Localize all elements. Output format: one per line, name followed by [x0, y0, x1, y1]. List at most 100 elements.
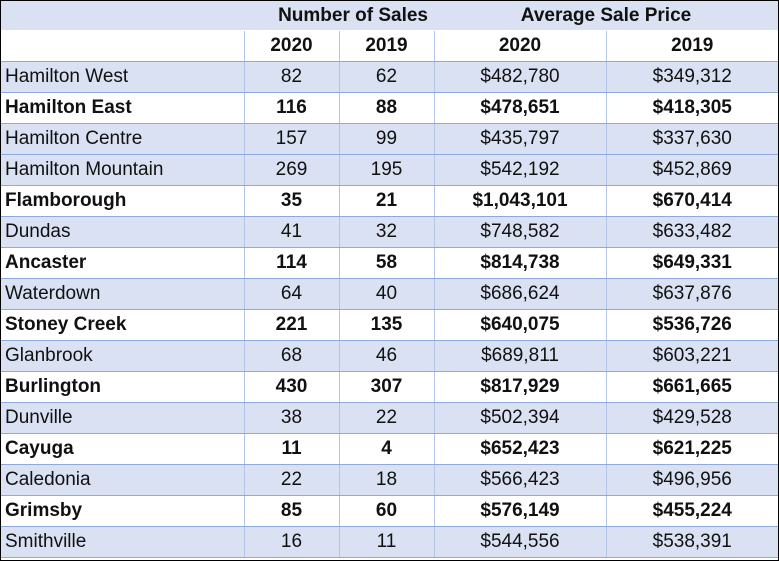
sales-2020-cell: 16 — [244, 526, 340, 558]
number-of-sales-header: Number of Sales — [244, 1, 434, 31]
table-row: Hamilton East 116 88 $478,651 $418,305 — [1, 92, 778, 124]
sales-2019-cell: 88 — [339, 92, 435, 124]
table-row: Ancaster 114 58 $814,738 $649,331 — [1, 247, 778, 279]
area-cell: Dunville — [1, 402, 245, 434]
table-row: Smithville 16 11 $544,556 $538,391 — [1, 526, 778, 558]
area-cell: Caledonia — [1, 464, 245, 496]
sales-2019-cell: 22 — [339, 402, 435, 434]
sales-2019-cell: 99 — [339, 123, 435, 155]
price-2020-cell: $640,075 — [434, 309, 607, 341]
sales-2020-cell: 157 — [244, 123, 340, 155]
area-cell: Glanbrook — [1, 340, 245, 372]
table-row: Dundas 41 32 $748,582 $633,482 — [1, 216, 778, 248]
sales-2019-cell: 4 — [339, 433, 435, 465]
sales-2020-cell: 22 — [244, 464, 340, 496]
price-2020-cell: $576,149 — [434, 495, 607, 527]
sales-2019-cell: 18 — [339, 464, 435, 496]
area-cell: Hamilton West — [1, 61, 245, 93]
price-2020-cell: $1,043,101 — [434, 185, 607, 217]
year-header-row: 2020 2019 2020 2019 — [1, 30, 778, 62]
table-row: Dunville 38 22 $502,394 $429,528 — [1, 402, 778, 434]
sales-2019-cell: 32 — [339, 216, 435, 248]
sales-2019-cell: 307 — [339, 371, 435, 403]
table-row: Flamborough 35 21 $1,043,101 $670,414 — [1, 185, 778, 217]
group-header-row: Number of Sales Average Sale Price — [1, 1, 778, 31]
area-cell: Smithville — [1, 526, 245, 558]
price-2020-cell: $814,738 — [434, 247, 607, 279]
table-row: Hamilton West 82 62 $482,780 $349,312 — [1, 61, 778, 93]
table-row: Glanbrook 68 46 $689,811 $603,221 — [1, 340, 778, 372]
table-row: Grimsby 85 60 $576,149 $455,224 — [1, 495, 778, 527]
table-row: Caledonia 22 18 $566,423 $496,956 — [1, 464, 778, 496]
price-2020-header: 2020 — [434, 30, 607, 62]
sales-2020-cell: 35 — [244, 185, 340, 217]
sales-2020-cell: 269 — [244, 154, 340, 186]
sales-2020-cell: 221 — [244, 309, 340, 341]
price-2020-cell: $478,651 — [434, 92, 607, 124]
sales-2019-cell: 62 — [339, 61, 435, 93]
sales-2019-cell: 11 — [339, 526, 435, 558]
sales-2020-cell: 85 — [244, 495, 340, 527]
price-2019-cell: $649,331 — [606, 247, 778, 279]
price-2019-cell: $455,224 — [606, 495, 778, 527]
area-cell: Dundas — [1, 216, 245, 248]
table-row: Stoney Creek 221 135 $640,075 $536,726 — [1, 309, 778, 341]
area-cell: Hamilton East — [1, 92, 245, 124]
area-cell: Ancaster — [1, 247, 245, 279]
price-2020-cell: $482,780 — [434, 61, 607, 93]
price-2019-cell: $429,528 — [606, 402, 778, 434]
price-2020-cell: $502,394 — [434, 402, 607, 434]
sales-2019-cell: 58 — [339, 247, 435, 279]
sales-2019-cell: 46 — [339, 340, 435, 372]
sales-2020-cell: 64 — [244, 278, 340, 310]
price-2019-cell: $637,876 — [606, 278, 778, 310]
price-2019-cell: $452,869 — [606, 154, 778, 186]
price-2020-cell: $652,423 — [434, 433, 607, 465]
price-2019-cell: $633,482 — [606, 216, 778, 248]
price-2020-cell: $435,797 — [434, 123, 607, 155]
area-cell: Hamilton Centre — [1, 123, 245, 155]
sales-2019-cell: 135 — [339, 309, 435, 341]
price-2020-cell: $544,556 — [434, 526, 607, 558]
price-2019-cell: $670,414 — [606, 185, 778, 217]
price-2020-cell: $748,582 — [434, 216, 607, 248]
sales-2019-cell: 21 — [339, 185, 435, 217]
table-row: Hamilton Centre 157 99 $435,797 $337,630 — [1, 123, 778, 155]
area-cell: Burlington — [1, 371, 245, 403]
price-2020-cell: $542,192 — [434, 154, 607, 186]
price-2019-cell: $536,726 — [606, 309, 778, 341]
sales-2020-cell: 11 — [244, 433, 340, 465]
area-cell: Grimsby — [1, 495, 245, 527]
table-row: Waterdown 64 40 $686,624 $637,876 — [1, 278, 778, 310]
sales-2020-cell: 116 — [244, 92, 340, 124]
price-2019-cell: $496,956 — [606, 464, 778, 496]
price-2019-header: 2019 — [606, 30, 778, 62]
group-header-spacer — [1, 1, 244, 31]
price-2020-cell: $689,811 — [434, 340, 607, 372]
sales-2020-cell: 38 — [244, 402, 340, 434]
price-2019-cell: $538,391 — [606, 526, 778, 558]
table-body: Hamilton West 82 62 $482,780 $349,312 Hamilto… — [1, 61, 778, 558]
sales-2020-cell: 430 — [244, 371, 340, 403]
price-2019-cell: $621,225 — [606, 433, 778, 465]
table-row: Burlington 430 307 $817,929 $661,665 — [1, 371, 778, 403]
price-2019-cell: $349,312 — [606, 61, 778, 93]
price-2019-cell: $418,305 — [606, 92, 778, 124]
sales-2020-cell: 68 — [244, 340, 340, 372]
sales-2020-header: 2020 — [244, 30, 340, 62]
average-sale-price-header: Average Sale Price — [434, 1, 778, 31]
price-2020-cell: $817,929 — [434, 371, 607, 403]
sales-2019-header: 2019 — [339, 30, 435, 62]
sales-2020-cell: 82 — [244, 61, 340, 93]
area-cell: Waterdown — [1, 278, 245, 310]
sales-2020-cell: 114 — [244, 247, 340, 279]
area-cell: Hamilton Mountain — [1, 154, 245, 186]
area-column-header — [1, 30, 245, 62]
price-2019-cell: $337,630 — [606, 123, 778, 155]
price-2019-cell: $603,221 — [606, 340, 778, 372]
sales-2019-cell: 60 — [339, 495, 435, 527]
price-2020-cell: $566,423 — [434, 464, 607, 496]
sales-2019-cell: 195 — [339, 154, 435, 186]
